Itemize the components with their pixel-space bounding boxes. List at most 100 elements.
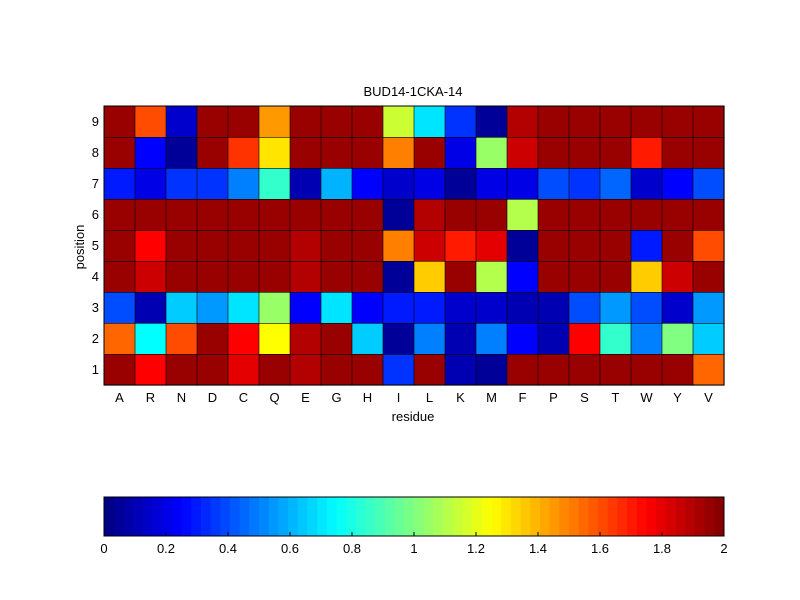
heatmap-cell — [134, 322, 167, 355]
heatmap-cell — [599, 136, 632, 169]
heatmap-cell — [599, 198, 632, 231]
heatmap-cell — [289, 353, 322, 386]
colorbar-segment — [569, 497, 580, 536]
heatmap-cell — [599, 167, 632, 200]
heatmap-cell — [537, 198, 570, 231]
heatmap-cell — [320, 291, 353, 324]
x-tick-label: W — [640, 390, 653, 405]
heatmap-cell — [506, 260, 539, 293]
heatmap-cell — [661, 136, 694, 169]
heatmap-cell — [227, 167, 260, 200]
heatmap-cell — [568, 198, 601, 231]
y-tick-label: 3 — [92, 300, 99, 315]
x-tick-label: E — [301, 390, 310, 405]
heatmap-cell — [134, 353, 167, 386]
heatmap-cell — [568, 353, 601, 386]
heatmap-cell — [630, 260, 663, 293]
heatmap-cell — [537, 136, 570, 169]
colorbar-segment — [588, 497, 599, 536]
heatmap-cell — [227, 105, 260, 138]
heatmap-cell — [351, 353, 384, 386]
colorbar-tick-label: 1.2 — [467, 541, 485, 556]
heatmap-cell — [413, 229, 446, 262]
colorbar-segment — [307, 497, 318, 536]
x-tick-label: Y — [673, 390, 682, 405]
heatmap-cell — [196, 167, 229, 200]
heatmap-cell — [227, 260, 260, 293]
heatmap-cell — [692, 322, 725, 355]
heatmap-cell — [506, 105, 539, 138]
heatmap-cell — [630, 136, 663, 169]
colorbar-segment — [539, 497, 551, 536]
heatmap-cell — [289, 322, 322, 355]
heatmap-cell — [382, 198, 415, 231]
y-tick-label: 8 — [92, 145, 99, 160]
heatmap-cell — [475, 198, 508, 231]
colorbar-segment — [423, 497, 434, 536]
heatmap-cell — [475, 353, 508, 386]
y-tick-label: 7 — [92, 176, 99, 191]
heatmap-cell — [258, 291, 291, 324]
heatmap-cell — [382, 136, 415, 169]
heatmap-cell — [661, 105, 694, 138]
heatmap-cell — [444, 105, 477, 138]
heatmap-cell — [289, 198, 322, 231]
heatmap-cell — [165, 229, 198, 262]
heatmap-cell — [258, 167, 291, 200]
colorbar-segment — [694, 497, 706, 536]
colorbar-segment — [433, 497, 444, 536]
x-tick-label: A — [115, 390, 124, 405]
heatmap-cell — [165, 322, 198, 355]
heatmap-cell — [258, 322, 291, 355]
heatmap-cell — [103, 167, 136, 200]
heatmap-cell — [444, 353, 477, 386]
y-tick-label: 4 — [92, 269, 99, 284]
x-tick-label: F — [519, 390, 527, 405]
colorbar-segment — [530, 497, 541, 536]
heatmap-cell — [320, 198, 353, 231]
heatmap-cell — [692, 291, 725, 324]
heatmap-cell — [599, 322, 632, 355]
colorbar-segment — [665, 497, 676, 536]
heatmap-cell — [165, 353, 198, 386]
x-tick-label: D — [208, 390, 217, 405]
heatmap-cell — [506, 198, 539, 231]
colorbar-segment — [104, 497, 115, 536]
colorbar-tick-label: 2 — [720, 541, 727, 556]
heatmap-cell — [661, 260, 694, 293]
colorbar-segment — [355, 497, 366, 536]
colorbar-segment — [462, 497, 473, 536]
heatmap-cell — [692, 167, 725, 200]
colorbar-segment — [714, 497, 725, 536]
colorbar-segment — [607, 497, 618, 536]
heatmap-cell — [320, 353, 353, 386]
colorbar-segment — [549, 497, 560, 536]
colorbar-segment — [617, 497, 628, 536]
heatmap-cell — [475, 260, 508, 293]
colorbar-segment — [152, 497, 163, 536]
heatmap-cell — [661, 167, 694, 200]
colorbar-segment — [704, 497, 715, 536]
heatmap-cell — [351, 136, 384, 169]
heatmap-cell — [103, 198, 136, 231]
heatmap-cell — [661, 198, 694, 231]
heatmap-cell — [692, 136, 725, 169]
heatmap-cell — [506, 353, 539, 386]
heatmap-cell — [351, 105, 384, 138]
heatmap-cell — [568, 136, 601, 169]
heatmap-cell — [165, 136, 198, 169]
heatmap-cell — [413, 105, 446, 138]
y-tick-label: 6 — [92, 207, 99, 222]
colorbar-segment — [578, 497, 589, 536]
heatmap-cell — [506, 229, 539, 262]
x-axis-label: residue — [392, 409, 435, 424]
heatmap-cell — [537, 353, 570, 386]
heatmap-cell — [413, 136, 446, 169]
colorbar-segment — [491, 497, 502, 536]
colorbar-segment — [133, 497, 144, 536]
heatmap-cell — [537, 260, 570, 293]
heatmap-cell — [227, 229, 260, 262]
colorbar-segment — [346, 497, 357, 536]
